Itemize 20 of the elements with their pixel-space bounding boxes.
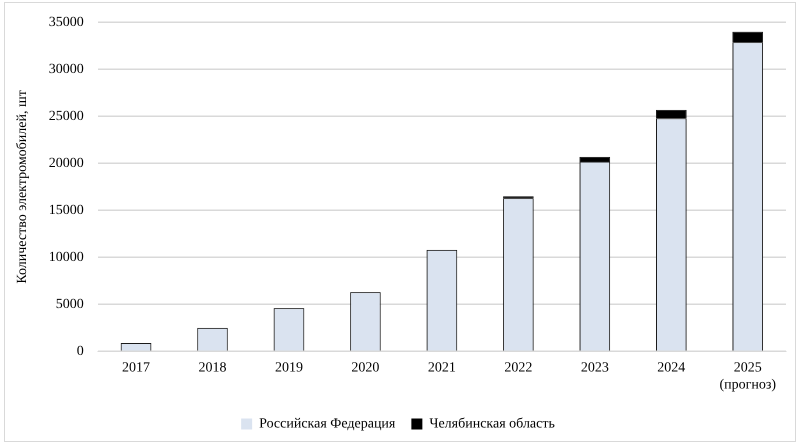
x-tick-label: 2019 xyxy=(274,360,303,376)
x-tick-label: 2022 xyxy=(504,360,532,376)
y-tick-label: 30000 xyxy=(48,62,84,78)
y-tick-label: 20000 xyxy=(48,156,84,172)
y-tick-label: 0 xyxy=(76,344,84,360)
legend-label: Российская Федерация xyxy=(259,416,396,432)
legend-label: Челябинская область xyxy=(429,416,555,432)
x-tick-label: 2017 xyxy=(122,360,150,376)
x-tick-label: 2025 (прогноз) xyxy=(719,360,776,392)
x-tick-label: 2018 xyxy=(198,360,226,376)
y-tick-label: 10000 xyxy=(48,250,84,266)
x-tick-label: 2023 xyxy=(580,360,609,376)
x-tick-label: 2024 xyxy=(657,360,686,376)
x-tick-label: 2021 xyxy=(428,360,456,376)
x-tick-label: 2020 xyxy=(351,360,380,376)
y-tick-label: 15000 xyxy=(48,203,84,218)
y-tick-label: 5000 xyxy=(56,297,84,312)
y-axis-title: Количество электромобилей, шт xyxy=(15,90,30,284)
y-tick-label: 25000 xyxy=(48,109,84,124)
y-tick-label: 35000 xyxy=(48,15,84,30)
